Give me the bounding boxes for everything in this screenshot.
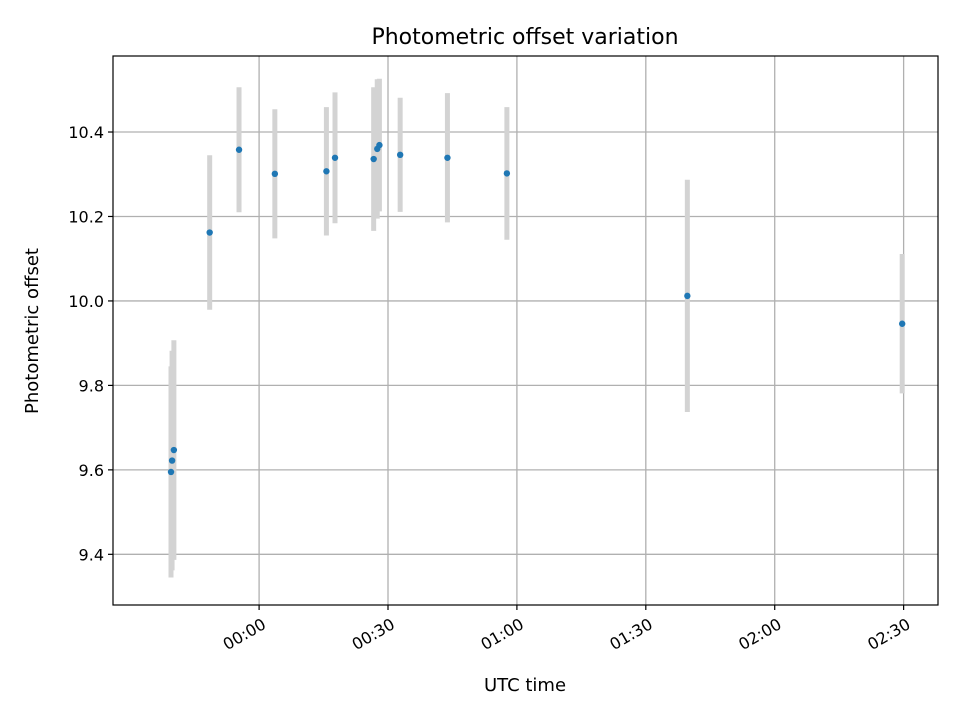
data-point bbox=[396, 151, 404, 159]
y-tick-label: 9.6 bbox=[79, 461, 104, 480]
y-tick-label: 10.0 bbox=[68, 292, 104, 311]
data-points bbox=[167, 141, 906, 476]
error-bars bbox=[168, 78, 905, 578]
data-point bbox=[503, 170, 511, 177]
x-tick-label: 01:30 bbox=[606, 614, 655, 654]
x-tick-label: 01:00 bbox=[477, 614, 526, 654]
y-tick-label: 9.4 bbox=[79, 545, 104, 564]
data-point bbox=[898, 320, 906, 327]
y-axis-label: Photometric offset bbox=[22, 248, 43, 414]
data-point bbox=[444, 154, 451, 161]
data-point bbox=[323, 168, 330, 175]
data-point bbox=[235, 146, 243, 153]
plot-frame bbox=[112, 55, 939, 606]
y-tick-label: 9.8 bbox=[79, 376, 104, 395]
y-tick-label: 10.2 bbox=[68, 207, 104, 226]
data-point bbox=[376, 141, 383, 149]
chart-title: Photometric offset variation bbox=[371, 25, 678, 50]
x-tick-label: 00:00 bbox=[220, 614, 269, 654]
data-point bbox=[684, 292, 691, 300]
y-tick-label: 10.4 bbox=[68, 123, 104, 142]
data-point bbox=[167, 468, 175, 476]
data-point bbox=[331, 154, 339, 161]
data-point bbox=[168, 457, 176, 464]
x-axis-label: UTC time bbox=[484, 675, 566, 696]
x-tick-label: 02:30 bbox=[864, 614, 913, 654]
data-point bbox=[170, 446, 178, 454]
data-point bbox=[370, 155, 377, 163]
data-point bbox=[271, 170, 279, 178]
x-tick-label: 02:00 bbox=[735, 614, 784, 654]
axis-ticks: 00:00 00:30 01:00 01:30 02:00 02:30 9.4 9.6 9.8 1… bbox=[68, 123, 913, 654]
x-tick-label: 00:30 bbox=[349, 614, 398, 654]
data-point bbox=[206, 229, 213, 236]
